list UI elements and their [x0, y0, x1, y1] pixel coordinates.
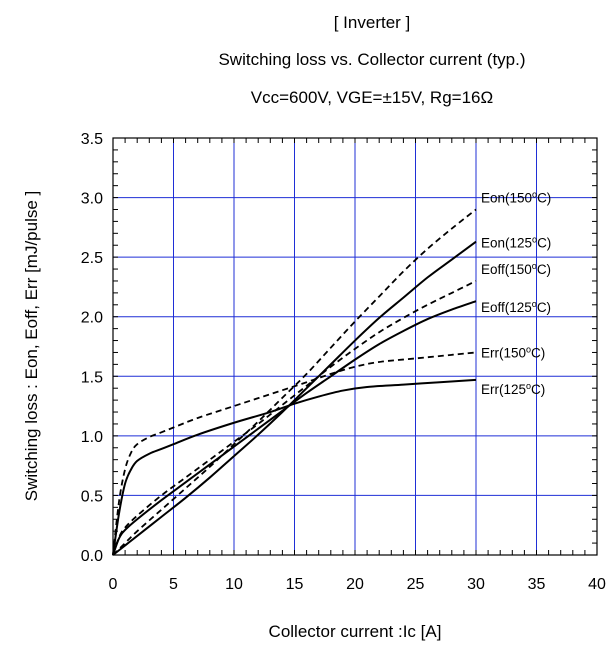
series-lines	[112, 208, 477, 556]
series-label: Eoff(125oC)	[481, 299, 551, 315]
x-tick-label: 0	[109, 576, 118, 593]
plot-frame	[112, 137, 598, 556]
series-line	[112, 351, 477, 556]
y-tick-label: 2.5	[81, 250, 103, 267]
series-line	[112, 208, 477, 556]
series-line	[112, 280, 477, 556]
y-tick-label: 0.0	[81, 548, 103, 565]
series-label: Err(125oC)	[481, 381, 545, 397]
series-line	[112, 378, 477, 556]
x-tick-label: 15	[286, 576, 304, 593]
x-tick-label: 30	[467, 576, 485, 593]
series-labels: Eon(150oC) Eon(125oC) Eoff(150oC) Eoff(125o…	[481, 189, 551, 396]
x-axis-label: Collector current :Ic [A]	[269, 622, 442, 641]
y-tick-label: 2.0	[81, 310, 103, 327]
series-label: Err(150oC)	[481, 344, 545, 360]
y-tick-label: 0.5	[81, 488, 103, 505]
x-tick-label: 25	[407, 576, 425, 593]
series-label: Eon(125oC)	[481, 235, 551, 251]
grid-lines	[113, 138, 597, 555]
y-tick-label: 1.5	[81, 369, 103, 386]
y-tick-label: 3.5	[81, 131, 103, 148]
chart-subtitle: Switching loss vs. Collector current (ty…	[218, 50, 525, 69]
x-tick-label: 5	[169, 576, 178, 593]
x-tick-label: 10	[225, 576, 243, 593]
series-label: Eoff(150oC)	[481, 261, 551, 277]
chart-conditions: Vcc=600V, VGE=±15V, Rg=16Ω	[251, 88, 493, 107]
chart-title: [ Inverter ]	[334, 13, 411, 32]
x-tick-label: 40	[588, 576, 606, 593]
minor-ticks	[112, 137, 598, 556]
series-line	[112, 300, 477, 556]
y-tick-label: 1.0	[81, 429, 103, 446]
x-tick-label: 35	[528, 576, 546, 593]
x-tick-label: 20	[346, 576, 364, 593]
x-tick-labels: 0 5 10 15 20 25 30 35 40	[109, 576, 606, 593]
y-tick-label: 3.0	[81, 191, 103, 208]
y-tick-labels: 0.0 0.5 1.0 1.5 2.0 2.5 3.0 3.5	[81, 131, 103, 565]
series-label: Eon(150oC)	[481, 189, 551, 205]
y-axis-label: Switching loss : Eon, Eoff, Err [mJ/puls…	[22, 191, 41, 502]
